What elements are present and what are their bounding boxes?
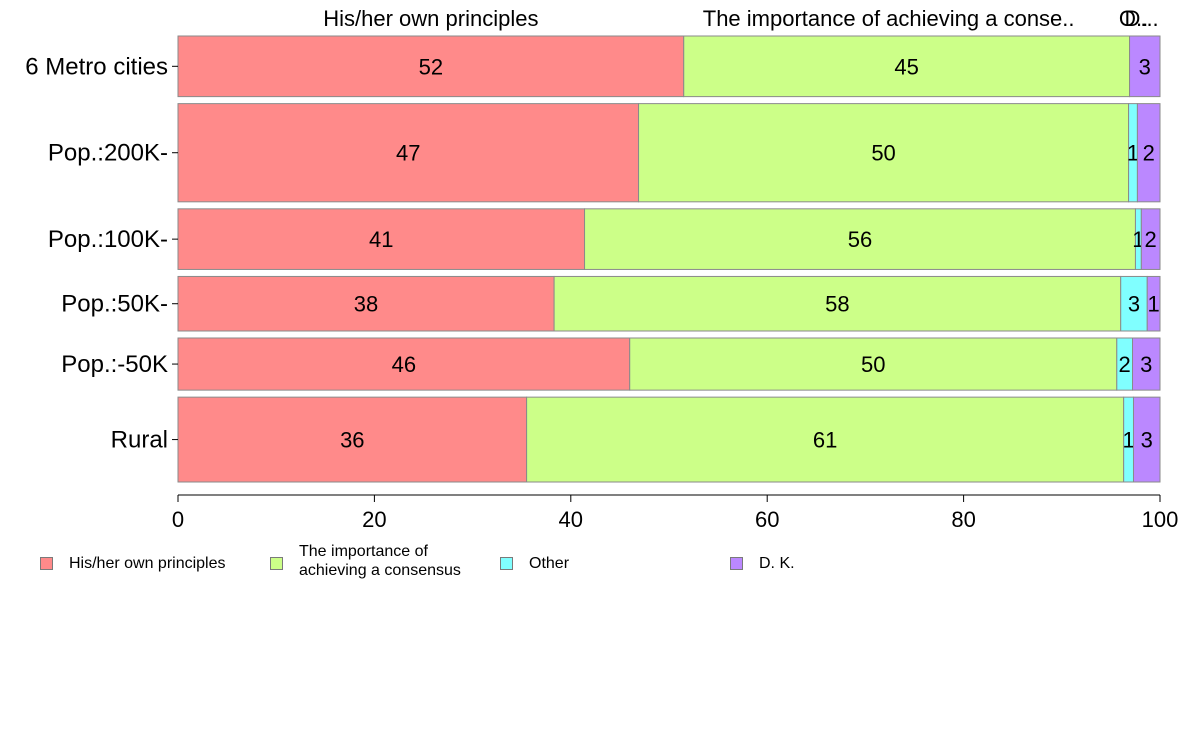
data-label: 47: [396, 141, 420, 166]
data-label: 3: [1140, 352, 1152, 377]
data-label: 3: [1141, 428, 1153, 453]
data-label: 45: [894, 54, 918, 79]
legend: His/her own principles The importance of…: [40, 542, 1140, 588]
data-label: 50: [871, 141, 895, 166]
legend-label-consensus: The importance of achieving a consensus: [299, 543, 461, 579]
legend-swatch-principles: [40, 557, 53, 570]
legend-swatch-dk: [730, 557, 743, 570]
category-label: Pop.:100K-: [48, 226, 168, 253]
category-label: Pop.:-50K: [61, 351, 168, 378]
bar-segment: [1146, 275, 1161, 332]
x-tick-label: 100: [1142, 507, 1179, 532]
x-tick-label: 40: [559, 507, 583, 532]
bar-segment: [177, 35, 685, 98]
top-series-label: His/her own principles: [323, 6, 538, 31]
bar-segment: [683, 35, 1131, 98]
legend-label-other: Other: [529, 555, 570, 572]
bar-segment: [1136, 103, 1161, 203]
data-label: 52: [419, 54, 443, 79]
data-label: 2: [1145, 227, 1157, 252]
data-label: 2: [1143, 141, 1155, 166]
bar-segment: [177, 337, 631, 391]
data-label: 3: [1128, 292, 1140, 317]
top-series-label: D...: [1124, 6, 1158, 31]
legend-swatch-consensus: [270, 556, 283, 570]
top-series-label: The importance of achieving a conse..: [703, 6, 1075, 31]
bar-segment: [1132, 337, 1161, 391]
data-label: 50: [861, 352, 885, 377]
bar-segment: [553, 275, 1122, 332]
legend-label-principles: His/her own principles: [69, 555, 226, 572]
x-tick-label: 20: [362, 507, 386, 532]
top-series-label: O..: [1119, 6, 1148, 31]
legend-item-dk: D. K.: [730, 542, 795, 573]
bar-segment: [629, 337, 1118, 391]
data-label: 58: [825, 292, 849, 317]
data-label: 56: [848, 227, 872, 252]
data-label: 46: [392, 352, 416, 377]
data-label: 36: [340, 428, 364, 453]
legend-swatch-other: [500, 557, 513, 570]
data-label: 1: [1127, 141, 1139, 166]
bar-segment: [526, 396, 1125, 483]
bar-segment: [1132, 396, 1161, 483]
bar-segment: [1140, 208, 1161, 270]
data-label: 41: [369, 227, 393, 252]
x-tick-label: 80: [951, 507, 975, 532]
data-label: 2: [1119, 352, 1131, 377]
category-label: Rural: [111, 427, 168, 454]
legend-label-dk: D. K.: [759, 555, 795, 572]
bar-segment: [177, 208, 586, 270]
category-label: Pop.:200K-: [48, 140, 168, 167]
legend-item-other: Other: [500, 542, 569, 573]
legend-item-principles: His/her own principles: [40, 542, 226, 573]
data-label: 61: [813, 428, 837, 453]
data-label: 38: [354, 292, 378, 317]
x-tick-label: 60: [755, 507, 779, 532]
category-label: 6 Metro cities: [25, 53, 168, 80]
bar-segment: [1129, 35, 1161, 98]
data-label: 1: [1122, 428, 1134, 453]
data-label: 1: [1147, 292, 1159, 317]
category-label: Pop.:50K-: [61, 291, 168, 318]
bar-segment: [177, 275, 555, 332]
legend-item-consensus: The importance of achieving a consensus: [270, 542, 461, 580]
data-label: 3: [1139, 54, 1151, 79]
x-tick-label: 0: [172, 507, 184, 532]
